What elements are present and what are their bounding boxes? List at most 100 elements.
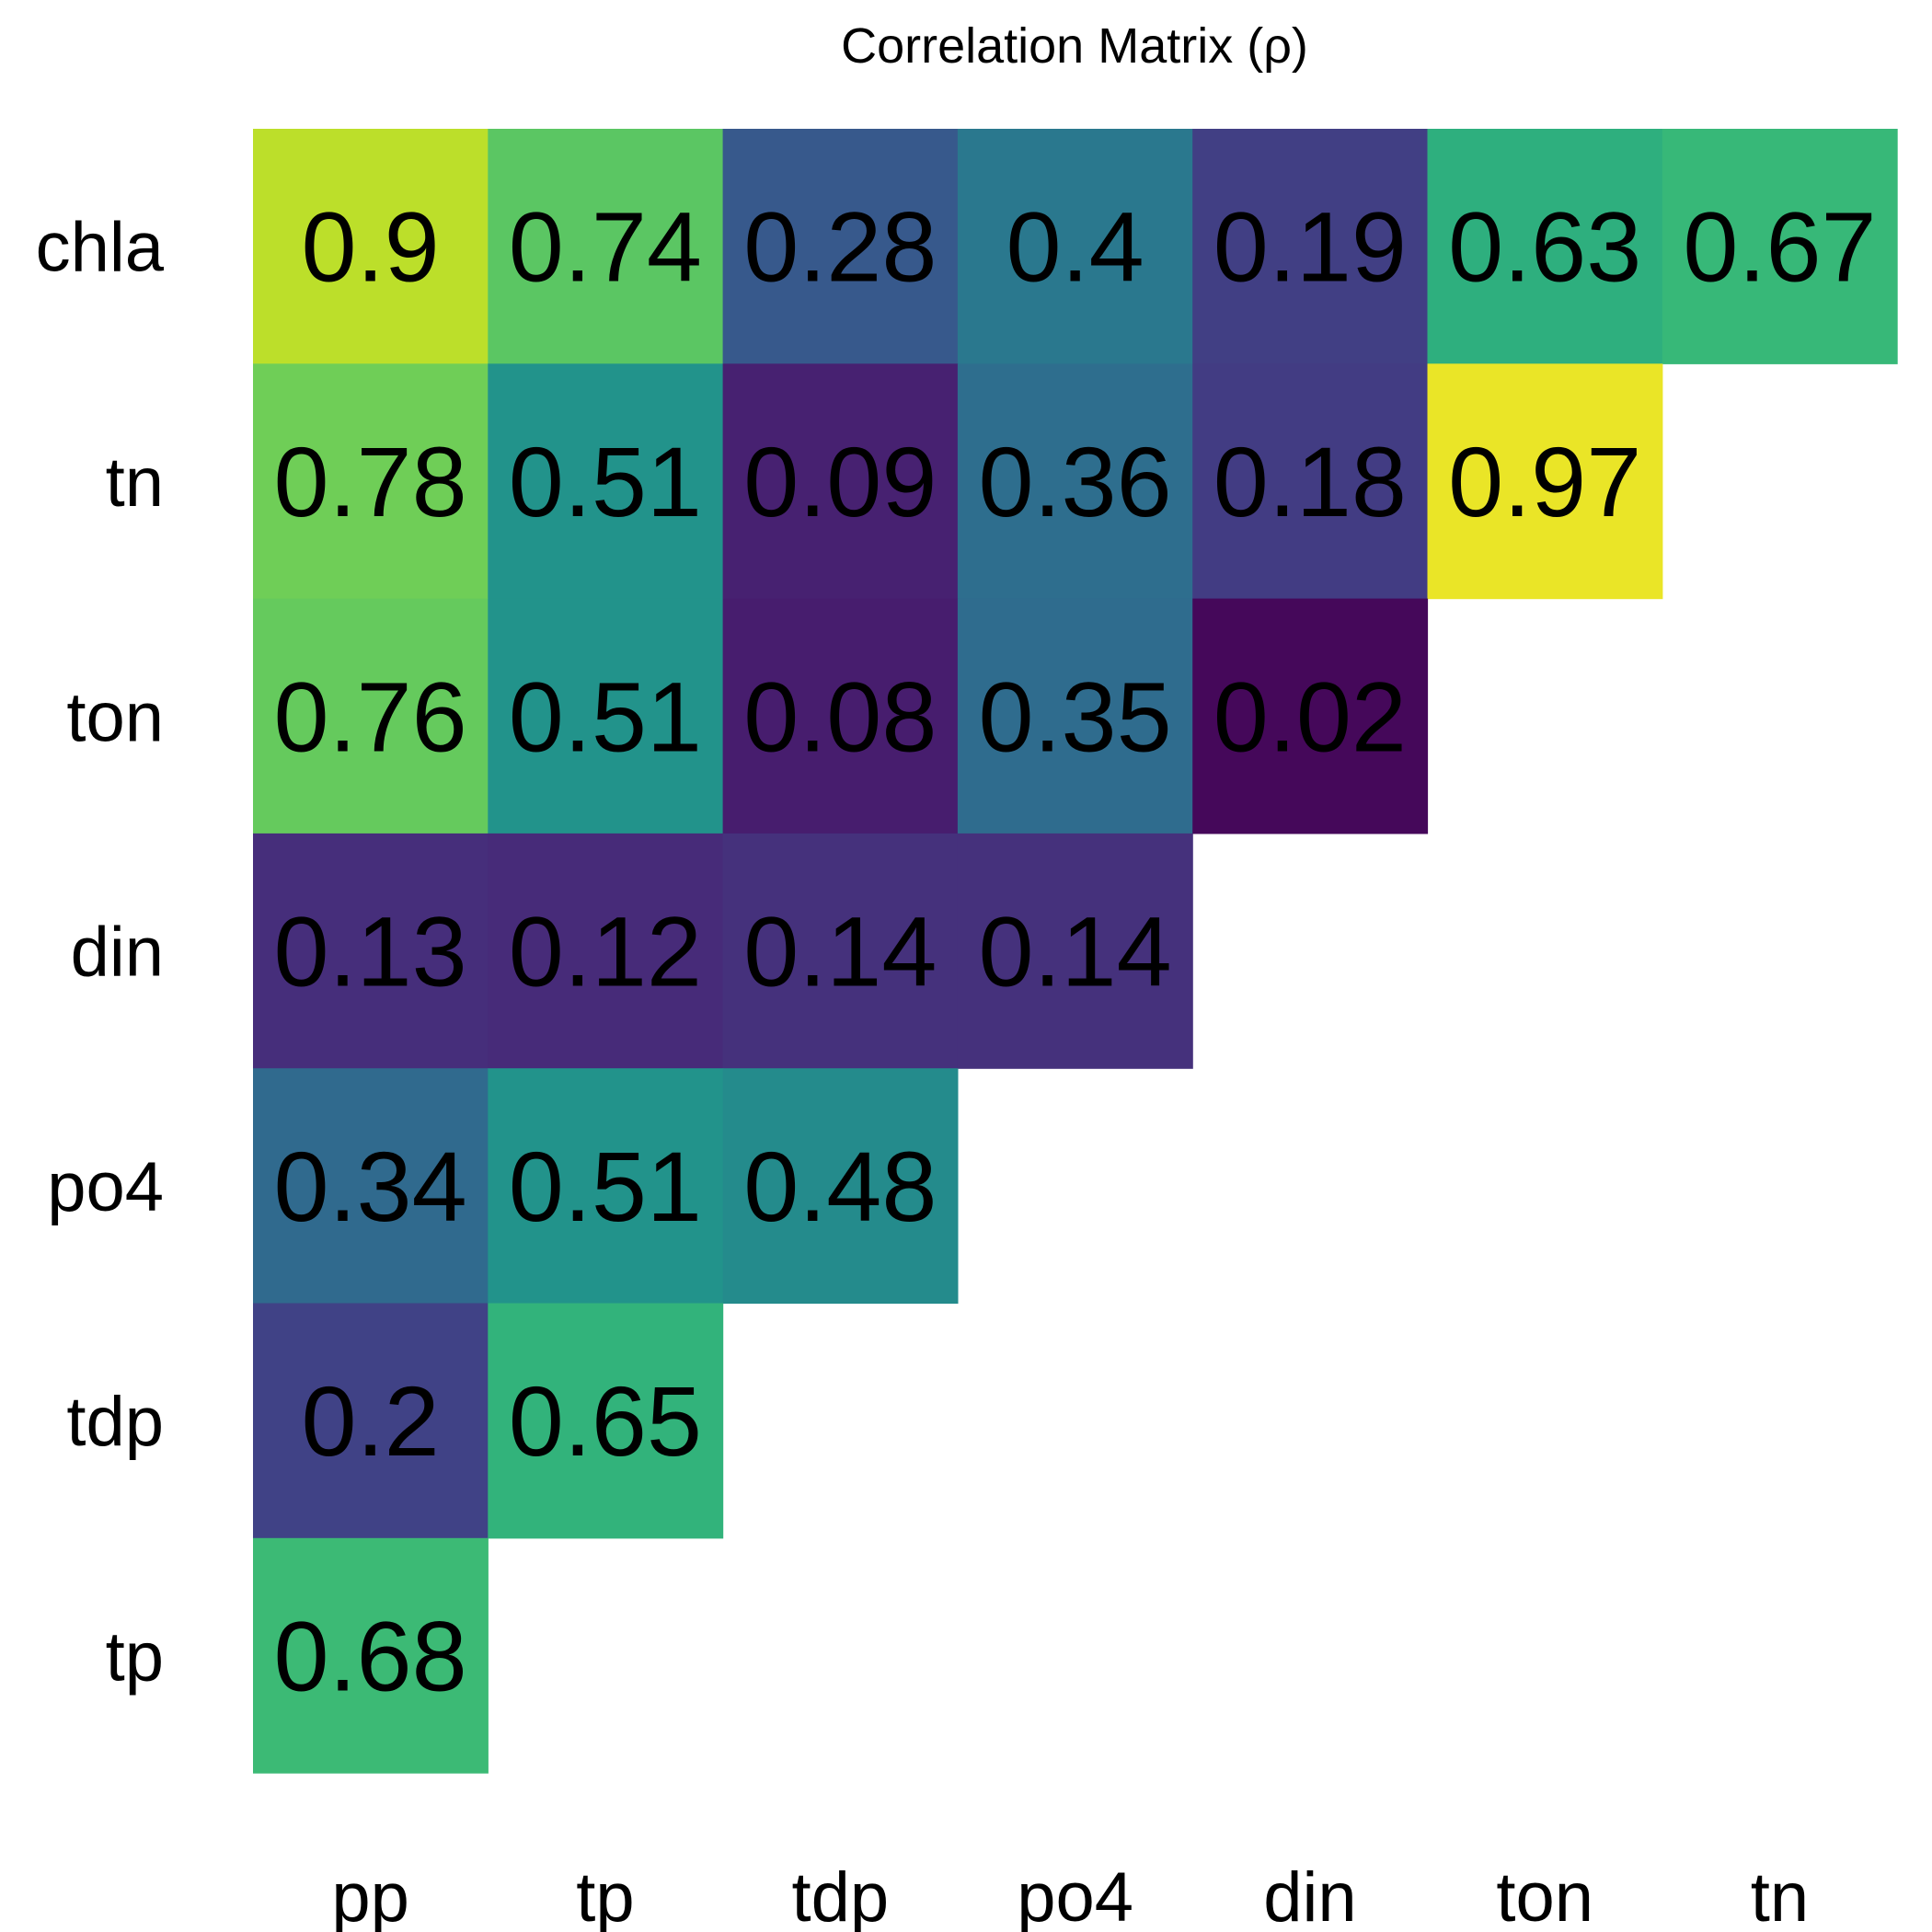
row-label: chla — [36, 209, 165, 287]
heatmap-cell: 0.97 — [1427, 363, 1663, 600]
heatmap-cell: 0.34 — [253, 1068, 489, 1305]
cell-value-label: 0.48 — [743, 1131, 937, 1242]
column-label: din — [1263, 1858, 1356, 1932]
heatmap-cell: 0.14 — [957, 833, 1193, 1069]
column-label: tp — [576, 1858, 634, 1932]
column-label: tn — [1751, 1858, 1809, 1932]
chart-title: Correlation Matrix (ρ) — [841, 18, 1308, 74]
heatmap-cell: 0.63 — [1427, 129, 1663, 364]
heatmap-cell: 0.14 — [722, 833, 959, 1069]
heatmap-cell: 0.78 — [253, 363, 489, 600]
heatmap-cell-rect — [722, 598, 959, 834]
column-label: tdp — [791, 1858, 889, 1932]
cell-value-label: 0.18 — [1213, 426, 1407, 537]
heatmap-cell-rect — [488, 833, 724, 1069]
row-label: tp — [106, 1618, 164, 1696]
heatmap-cell-rect — [488, 129, 724, 364]
cell-value-label: 0.35 — [978, 661, 1171, 772]
heatmap-cell-rect — [488, 1303, 724, 1539]
cell-value-label: 0.4 — [1006, 191, 1144, 303]
heatmap-cell-rect — [722, 833, 959, 1069]
column-labels: pp tp tdp po4 din ton tn — [331, 1858, 1809, 1932]
cell-value-label: 0.19 — [1213, 191, 1407, 303]
cell-value-label: 0.12 — [509, 896, 702, 1007]
heatmap-cell: 0.74 — [488, 129, 724, 364]
heatmap-cell: 0.65 — [488, 1303, 724, 1539]
heatmap-cell: 0.68 — [253, 1537, 489, 1774]
heatmap-cell-rect — [722, 1068, 959, 1305]
heatmap-cell: 0.36 — [957, 363, 1193, 600]
heatmap-cell-rect — [488, 1068, 724, 1305]
cell-value-label: 0.74 — [509, 191, 702, 303]
heatmap-cell: 0.13 — [253, 833, 489, 1069]
heatmap-cell-rect — [957, 129, 1193, 364]
row-label: tdp — [66, 1383, 164, 1461]
heatmap-cell: 0.28 — [722, 129, 959, 364]
cell-value-label: 0.51 — [509, 1131, 702, 1242]
cell-value-label: 0.28 — [743, 191, 937, 303]
heatmap-cell: 0.48 — [722, 1068, 959, 1305]
heatmap-cell: 0.35 — [957, 598, 1193, 834]
row-label: tn — [106, 443, 164, 522]
cell-value-label: 0.97 — [1448, 426, 1641, 537]
cell-value-label: 0.67 — [1683, 191, 1876, 303]
cell-value-label: 0.34 — [273, 1131, 466, 1242]
heatmap-cell-rect — [722, 129, 959, 364]
cell-value-label: 0.13 — [273, 896, 466, 1007]
heatmap-cell-rect — [957, 833, 1193, 1069]
heatmap-cell-rect — [1662, 129, 1898, 364]
cell-value-label: 0.51 — [509, 426, 702, 537]
cell-value-label: 0.2 — [302, 1365, 440, 1477]
cell-value-label: 0.68 — [273, 1601, 466, 1712]
heatmap-cell: 0.9 — [253, 129, 489, 364]
heatmap-cell-rect — [488, 598, 724, 834]
heatmap-cell: 0.76 — [253, 598, 489, 834]
cell-value-label: 0.08 — [743, 661, 937, 772]
heatmap-cell-rect — [253, 1303, 489, 1539]
heatmap-cell-rect — [957, 598, 1193, 834]
cell-value-label: 0.76 — [273, 661, 466, 772]
heatmap-cell: 0.19 — [1192, 129, 1429, 364]
heatmap-cell-rect — [957, 363, 1193, 600]
heatmap-cell: 0.02 — [1192, 598, 1429, 834]
heatmap-cell-rect — [253, 129, 489, 364]
heatmap-cell: 0.51 — [488, 598, 724, 834]
heatmap-cell: 0.2 — [253, 1303, 489, 1539]
heatmap-cell: 0.51 — [488, 1068, 724, 1305]
row-label: ton — [66, 678, 164, 756]
heatmap-cell-rect — [253, 1068, 489, 1305]
row-label: din — [71, 914, 164, 992]
column-label: ton — [1496, 1858, 1593, 1932]
heatmap-cell: 0.08 — [722, 598, 959, 834]
heatmap-cell-rect — [253, 833, 489, 1069]
cell-value-label: 0.78 — [273, 426, 466, 537]
heatmap-cell-rect — [1192, 598, 1429, 834]
heatmap-cell-rect — [1427, 129, 1663, 364]
heatmap-cell-rect — [253, 1537, 489, 1774]
cell-value-label: 0.09 — [743, 426, 937, 537]
row-label: po4 — [47, 1148, 164, 1226]
column-label: po4 — [1017, 1858, 1133, 1932]
heatmap-cell-rect — [722, 363, 959, 600]
heatmap-cell-rect — [1192, 363, 1429, 600]
row-labels: chla tn ton din po4 tdp tp — [36, 209, 165, 1696]
cell-value-label: 0.9 — [302, 191, 440, 303]
cell-value-label: 0.63 — [1448, 191, 1641, 303]
heatmap-cell: 0.18 — [1192, 363, 1429, 600]
cell-value-label: 0.02 — [1213, 661, 1407, 772]
heatmap-cell-rect — [253, 363, 489, 600]
heatmap-cells: 0.9 0.74 0.28 0.4 0.19 0.63 0.67 0.78 0.51 0.09 0.… — [253, 129, 1898, 1774]
cell-value-label: 0.14 — [743, 896, 937, 1007]
heatmap-cell-rect — [488, 363, 724, 600]
heatmap-cell-rect — [1427, 363, 1663, 600]
column-label: pp — [331, 1858, 409, 1932]
heatmap-cell: 0.09 — [722, 363, 959, 600]
heatmap-cell: 0.67 — [1662, 129, 1898, 364]
cell-value-label: 0.65 — [509, 1365, 702, 1477]
cell-value-label: 0.51 — [509, 661, 702, 772]
cell-value-label: 0.14 — [978, 896, 1171, 1007]
heatmap-cell: 0.51 — [488, 363, 724, 600]
heatmap-cell: 0.12 — [488, 833, 724, 1069]
cell-value-label: 0.36 — [978, 426, 1171, 537]
